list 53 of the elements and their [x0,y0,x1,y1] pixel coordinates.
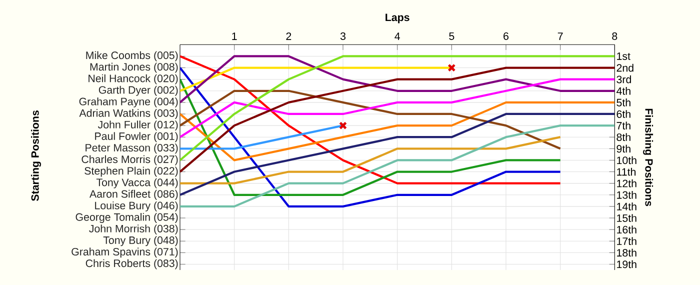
x-tick-label: 3 [340,32,346,40]
y2-tick-label: 5th [616,98,630,106]
text: Peter Masson (033) [86,144,178,154]
y2-tick-label: 13th [617,190,636,199]
y2-tick-label: 2nd [616,64,634,72]
line-series [180,90,562,150]
y2-tick-label: 9th [616,144,630,153]
x-tick-label: 4 [394,32,400,40]
x-tick-label: 6 [504,32,508,40]
y2-tick-label: 19th [617,260,636,268]
x-axis-title: Laps [386,14,410,24]
text: Graham Payne (004) [79,97,178,108]
text: Aaron Sifleet (086) [89,190,178,200]
text: Louise Bury (046) [95,201,178,212]
y2-tick-label: 17th [617,237,636,246]
text: Mike Coombs (005) [86,51,178,62]
y2-tick-label: 3rd [616,75,631,84]
y2-axis-title: Finishing Positions [643,108,654,206]
x-tick-label: 7 [558,32,563,40]
text: Chris Roberts (083) [86,259,178,270]
text: Graham Spavins (071) [72,248,178,258]
y2-tick-label: 12th [617,179,636,188]
text: John Fuller (012) [98,120,178,131]
y2-tick-label: 4th [616,86,630,95]
line-series [180,55,615,104]
text: Starting Positions [31,110,42,201]
text: John Morrish (038) [89,224,178,235]
text: Adrian Watkins (003) [79,109,178,119]
x-tick-label: 8 [612,32,618,40]
y2-tick-label: 14th [617,202,636,210]
line-series [180,124,615,208]
text: Tony Bury (048) [103,236,178,246]
y2-tick-label: 7th [616,122,630,130]
x-tick-label: 1 [232,32,237,40]
y2-tick-label: 1st [617,52,630,60]
text: Stephen Plain (022) [84,166,178,177]
text: Garth Dyer (002) [98,86,178,96]
y2-tick-label: 15th [617,214,636,222]
y2-tick-label: 16th [617,226,636,234]
text: Charles Morris (027) [82,155,178,166]
y2-tick-label: 18th [617,248,636,257]
text: Martin Jones (008) [90,62,178,73]
text: Tony Vacca (044) [96,178,178,188]
y2-tick-label: 10th [617,156,636,164]
x-tick-label: 5 [449,32,454,40]
y2-tick-label: 8th [616,133,630,142]
text: Neil Hancock (020) [88,74,178,84]
y2-tick-label: 6th [616,110,630,118]
text: George Tomalin (054) [76,213,178,223]
x-tick-label: 2 [286,32,292,40]
line-series [180,78,615,138]
y2-tick-label: 11th [617,168,636,176]
text: Paul Fowler (001) [95,132,178,142]
